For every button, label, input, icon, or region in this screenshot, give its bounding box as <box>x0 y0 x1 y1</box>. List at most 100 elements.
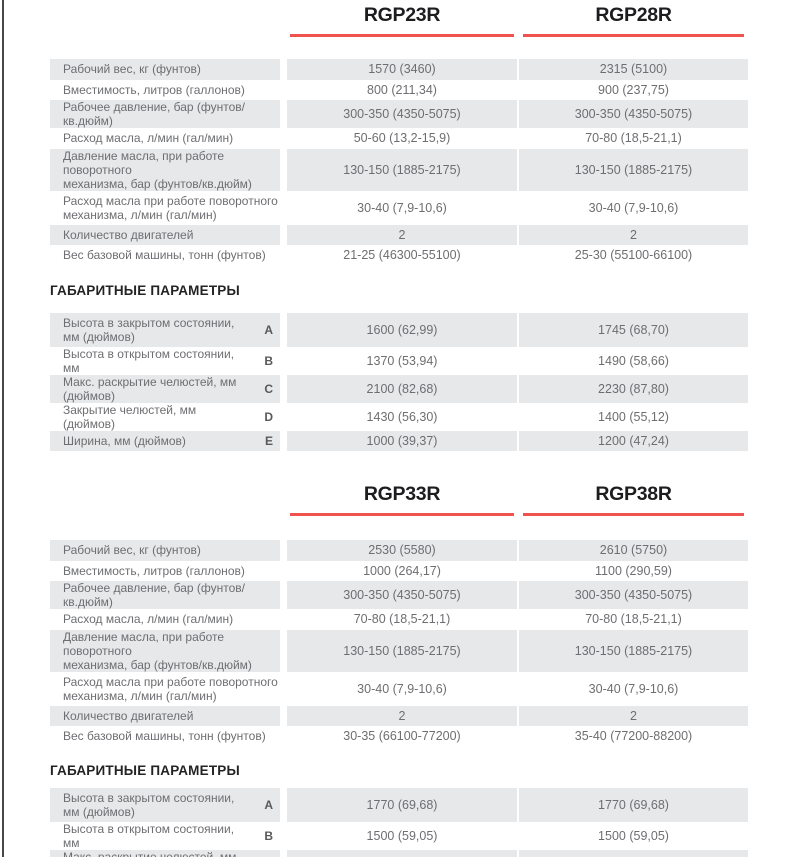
dimension-value: 2285 (88,19) <box>287 849 517 857</box>
dimension-label-text: Закрытие челюстей, мм (дюймов) <box>63 402 197 431</box>
dimension-value: 2240 (88,19) <box>519 849 748 857</box>
spec-label-text: Рабочий вес, кг (фунтов) <box>63 543 201 558</box>
spec-label-text: Количество двигателей <box>63 708 194 723</box>
spec-value: 30-40 (7,9-10,6) <box>588 200 679 215</box>
spec-label: Расход масла при работе поворотного меха… <box>50 672 280 706</box>
spec-value: 2 <box>519 224 748 245</box>
dimension-row: Ширина, мм (дюймов) E 1000 (39,37) 1200 (… <box>50 430 748 451</box>
spec-value: 300-350 (4350-5075) <box>287 100 517 128</box>
model-header-cell: RGP23R <box>287 4 517 37</box>
model-spec-section: RGP23R RGP28R Рабочий вес, кг (фунтов) 1… <box>50 4 748 451</box>
dimension-label-text: Высота в закрытом состоянии, мм (дюймов) <box>63 790 235 819</box>
spec-row: Количество двигателей 2 2 <box>50 224 748 245</box>
spec-label: Рабочий вес, кг (фунтов) <box>50 59 280 80</box>
spec-row: Вместимость, литров (галлонов) 800 (211,… <box>50 80 748 101</box>
dimension-letter: B <box>264 828 273 843</box>
dimension-row: Высота в закрытом состоянии, мм (дюймов)… <box>50 787 748 822</box>
dimension-row: Закрытие челюстей, мм (дюймов) D 1430 (56… <box>50 403 748 431</box>
spec-value: 25-30 (55100-66100) <box>574 248 693 263</box>
dimension-row: Высота в открытом состоянии, мм B 1370 (5… <box>50 347 748 375</box>
spec-value: 2 <box>287 705 517 726</box>
spec-label: Давление масла, при работе поворотного м… <box>50 148 280 191</box>
spec-label-text: Рабочее давление, бар (фунтов/кв.дюйм) <box>63 581 246 609</box>
spec-row: Давление масла, при работе поворотного м… <box>50 148 748 191</box>
spec-label-text: Вес базовой машины, тонн (фунтов) <box>63 248 266 263</box>
dimension-label-text: Макс. раскрытие челюстей, мм (дюймов) <box>63 849 237 857</box>
spec-value: 30-40 (7,9-10,6) <box>588 681 679 696</box>
dimension-value: 1770 (69,68) <box>287 787 517 822</box>
spec-label-text: Давление масла, при работе поворотного м… <box>63 629 252 672</box>
spec-value: 130-150 (1885-2175) <box>287 629 517 672</box>
spec-row: Расход масла, л/мин (гал/мин) 50-60 (13,… <box>50 128 748 149</box>
spec-label-text: Вместимость, литров (галлонов) <box>63 82 245 97</box>
spec-value: 900 (237,75) <box>598 82 669 97</box>
spec-label: Рабочее давление, бар (фунтов/кв.дюйм) <box>50 100 280 128</box>
dimension-letter: A <box>264 797 273 812</box>
spec-label-text: Количество двигателей <box>63 227 194 242</box>
header-spacer <box>50 483 287 516</box>
spec-row: Расход масла, л/мин (гал/мин) 70-80 (18,… <box>50 609 748 630</box>
spec-row: Рабочее давление, бар (фунтов/кв.дюйм) 3… <box>50 581 748 609</box>
dimension-letter: B <box>264 353 273 368</box>
spec-label-text: Расход масла при работе поворотного меха… <box>63 674 278 703</box>
dimensions-table: Высота в закрытом состоянии, мм (дюймов)… <box>50 312 748 451</box>
spec-row: Расход масла при работе поворотного меха… <box>50 672 748 706</box>
spec-label: Расход масла, л/мин (гал/мин) <box>50 609 280 630</box>
dimension-value: 1745 (68,70) <box>519 312 748 347</box>
spec-label: Вместимость, литров (галлонов) <box>50 561 280 582</box>
dimension-label: Высота в закрытом состоянии, мм (дюймов)… <box>50 312 280 347</box>
dimension-value: 1770 (69,68) <box>519 787 748 822</box>
model-header-cell: RGP28R <box>519 4 748 37</box>
spec-value: 30-40 (7,9-10,6) <box>357 200 447 215</box>
spec-value: 300-350 (4350-5075) <box>287 581 517 609</box>
dimension-label: Макс. раскрытие челюстей, мм (дюймов)C <box>50 849 280 857</box>
dimension-label: Высота в открытом состоянии, мм B <box>50 822 280 850</box>
spec-table: Рабочий вес, кг (фунтов) 2530 (5580) 261… <box>50 540 748 747</box>
spec-label: Расход масла при работе поворотного меха… <box>50 191 280 225</box>
header-spacer <box>50 4 287 37</box>
dimension-row: Высота в закрытом состоянии, мм (дюймов)… <box>50 312 748 347</box>
spec-row: Рабочий вес, кг (фунтов) 2530 (5580) 261… <box>50 540 748 561</box>
dimension-row: Макс. раскрытие челюстей, мм (дюймов) C 2… <box>50 374 748 403</box>
spec-value: 30-40 (7,9-10,6) <box>357 681 447 696</box>
spec-row: Вес базовой машины, тонн (фунтов) 30-35 … <box>50 726 748 747</box>
model-header-row: RGP23R RGP28R <box>50 4 748 37</box>
spec-label-text: Расход масла при работе поворотного меха… <box>63 193 278 222</box>
spec-label: Давление масла, при работе поворотного м… <box>50 629 280 672</box>
dimension-label-text: Макс. раскрытие челюстей, мм (дюймов) <box>63 374 237 403</box>
spec-value: 1000 (264,17) <box>363 563 441 578</box>
spec-value: 800 (211,34) <box>367 82 437 97</box>
spec-label-text: Расход масла, л/мин (гал/мин) <box>63 131 234 146</box>
spec-label: Рабочее давление, бар (фунтов/кв.дюйм) <box>50 581 280 609</box>
spec-value: 130-150 (1885-2175) <box>287 148 517 191</box>
spec-value: 300-350 (4350-5075) <box>519 581 748 609</box>
dimension-label: Высота в закрытом состоянии, мм (дюймов)… <box>50 787 280 822</box>
spec-value: 70-80 (18,5-21,1) <box>585 612 682 627</box>
dimensions-section-title: ГАБАРИТНЫЕ ПАРАМЕТРЫ <box>50 762 240 778</box>
dimension-letter: A <box>264 322 273 337</box>
dimension-value: 1430 (56,30) <box>366 409 438 424</box>
spec-label: Расход масла, л/мин (гал/мин) <box>50 128 280 149</box>
dimension-label: Макс. раскрытие челюстей, мм (дюймов) C <box>50 374 280 403</box>
dimension-label-text: Высота в открытом состоянии, мм <box>63 346 235 375</box>
dimension-value: 1490 (58,66) <box>598 353 669 368</box>
spec-value: 2 <box>287 224 517 245</box>
spec-value: 1100 (290,59) <box>595 563 672 578</box>
dimension-value: 1600 (62,99) <box>287 312 517 347</box>
dimension-letter: C <box>264 381 273 396</box>
spec-label: Количество двигателей <box>50 705 280 726</box>
spec-value: 2530 (5580) <box>287 540 517 561</box>
dimension-value: 1500 (59,05) <box>366 828 438 843</box>
dimension-value: 1370 (53,94) <box>366 353 438 368</box>
spec-label-text: Вес базовой машины, тонн (фунтов) <box>63 729 266 744</box>
dimension-label: Закрытие челюстей, мм (дюймов) D <box>50 403 280 431</box>
spec-row: Рабочее давление, бар (фунтов/кв.дюйм) 3… <box>50 100 748 128</box>
spec-row: Вместимость, литров (галлонов) 1000 (264… <box>50 561 748 582</box>
spec-value: 21-25 (46300-55100) <box>343 248 461 263</box>
model-header-cell: RGP33R <box>287 483 517 516</box>
spec-value: 2 <box>519 705 748 726</box>
spec-row: Вес базовой машины, тонн (фунтов) 21-25 … <box>50 245 748 266</box>
spec-value: 130-150 (1885-2175) <box>519 148 748 191</box>
dimension-value: 2230 (87,80) <box>519 374 748 403</box>
